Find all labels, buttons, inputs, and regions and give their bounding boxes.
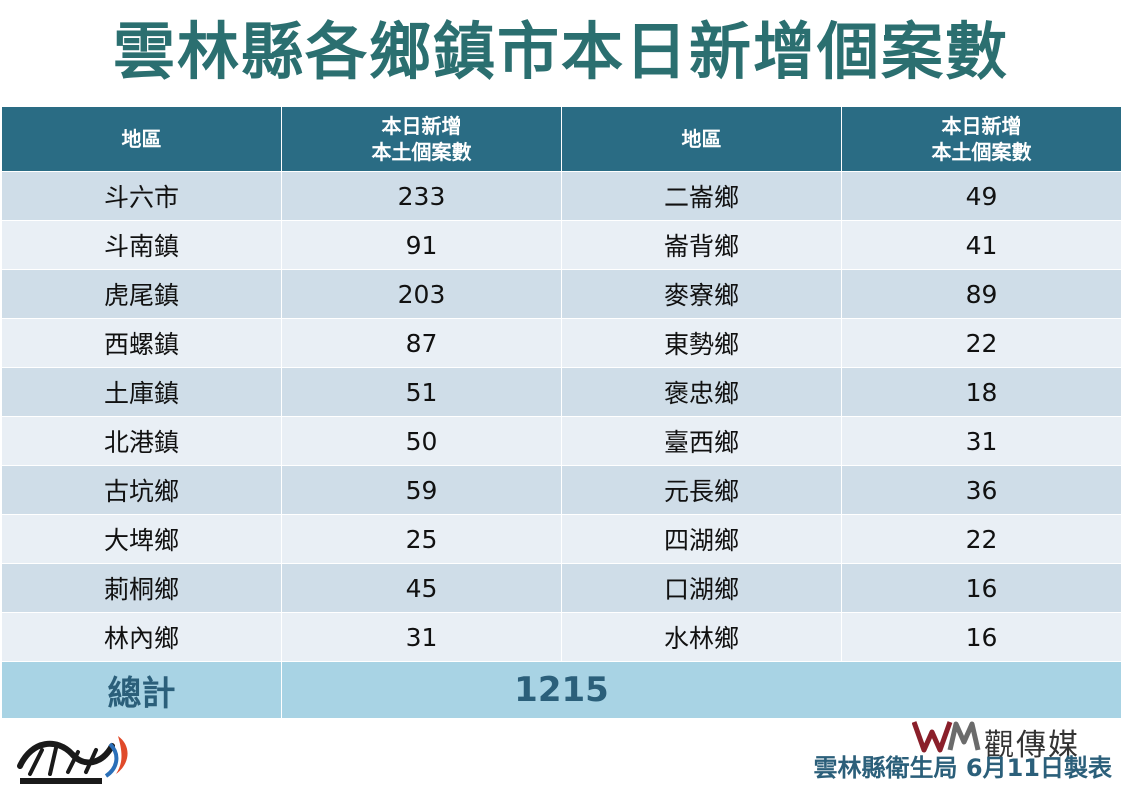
count-cell: 51: [281, 367, 562, 417]
region-cell: 古坑鄉: [1, 465, 282, 515]
table-row: 古坑鄉 59 元長鄉 36: [1, 465, 1122, 515]
region-cell: 臺西鄉: [561, 416, 842, 466]
count-cell: 89: [841, 269, 1122, 319]
header-region-left: 地區: [1, 106, 282, 172]
header-region-right: 地區: [561, 106, 842, 172]
header-label: 本日新增 本土個案數: [371, 114, 472, 164]
header-row: 地區 本日新增 本土個案數 地區 本日新增 本土個案數: [1, 106, 1122, 172]
wm-logo-mark: [912, 721, 981, 753]
media-brand: 觀傳媒: [984, 728, 1080, 763]
header-label: 地區: [121, 127, 162, 151]
region-cell: 二崙鄉: [561, 171, 842, 221]
region-cell: 北港鎮: [1, 416, 282, 466]
region-cell: 東勢鄉: [561, 318, 842, 368]
page-title: 雲林縣各鄉鎮市本日新增個案數: [112, 15, 1009, 88]
header-count-right: 本日新增 本土個案數: [841, 106, 1122, 172]
header-label: 本日新增 本土個案數: [931, 114, 1032, 164]
count-cell: 87: [281, 318, 562, 368]
count-cell: 91: [281, 220, 562, 270]
total-label: 總計: [1, 661, 282, 719]
count-cell: 16: [841, 563, 1122, 613]
count-cell: 16: [841, 612, 1122, 662]
region-cell: 四湖鄉: [561, 514, 842, 564]
count-cell: 49: [841, 171, 1122, 221]
count-cell: 50: [281, 416, 562, 466]
table-row: 斗南鎮 91 崙背鄉 41: [1, 220, 1122, 270]
count-cell: 31: [281, 612, 562, 662]
region-cell: 麥寮鄉: [561, 269, 842, 319]
count-cell: 36: [841, 465, 1122, 515]
count-cell: 59: [281, 465, 562, 515]
count-cell: 18: [841, 367, 1122, 417]
header-count-left: 本日新增 本土個案數: [281, 106, 562, 172]
region-cell: 崙背鄉: [561, 220, 842, 270]
count-cell: 31: [841, 416, 1122, 466]
total-value-cell: 1215: [281, 661, 1122, 719]
region-cell: 口湖鄉: [561, 563, 842, 613]
yunlin-logo: [12, 728, 142, 788]
table-row: 莿桐鄉 45 口湖鄉 16: [1, 563, 1122, 613]
total-row: 總計 1215: [1, 661, 1122, 719]
region-cell: 大埤鄉: [1, 514, 282, 564]
region-cell: 莿桐鄉: [1, 563, 282, 613]
region-cell: 褒忠鄉: [561, 367, 842, 417]
count-cell: 45: [281, 563, 562, 613]
region-cell: 西螺鎮: [1, 318, 282, 368]
table-row: 林內鄉 31 水林鄉 16: [1, 612, 1122, 662]
header-label: 地區: [681, 127, 722, 151]
table-row: 虎尾鎮 203 麥寮鄉 89: [1, 269, 1122, 319]
table-row: 土庫鎮 51 褒忠鄉 18: [1, 367, 1122, 417]
region-cell: 斗六市: [1, 171, 282, 221]
media-logo: 觀傳媒: [912, 718, 1112, 763]
region-cell: 林內鄉: [1, 612, 282, 662]
region-cell: 土庫鎮: [1, 367, 282, 417]
region-cell: 虎尾鎮: [1, 269, 282, 319]
table-row: 大埤鄉 25 四湖鄉 22: [1, 514, 1122, 564]
count-cell: 22: [841, 318, 1122, 368]
count-cell: 41: [841, 220, 1122, 270]
count-cell: 25: [281, 514, 562, 564]
region-cell: 斗南鎮: [1, 220, 282, 270]
count-cell: 233: [281, 171, 562, 221]
count-cell: 203: [281, 269, 562, 319]
table-row: 斗六市 233 二崙鄉 49: [1, 171, 1122, 221]
yunlin-logo-mark: [17, 736, 128, 784]
count-cell: 22: [841, 514, 1122, 564]
region-cell: 水林鄉: [561, 612, 842, 662]
table-row: 西螺鎮 87 東勢鄉 22: [1, 318, 1122, 368]
cases-table: 地區 本日新增 本土個案數 地區 本日新增 本土個案數 斗六市 233 二崙鄉 …: [1, 106, 1122, 719]
total-value: 1215: [514, 670, 609, 710]
source-note: 雲林縣衛生局 6月11日製表: [813, 754, 1112, 782]
table-row: 北港鎮 50 臺西鄉 31: [1, 416, 1122, 466]
region-cell: 元長鄉: [561, 465, 842, 515]
